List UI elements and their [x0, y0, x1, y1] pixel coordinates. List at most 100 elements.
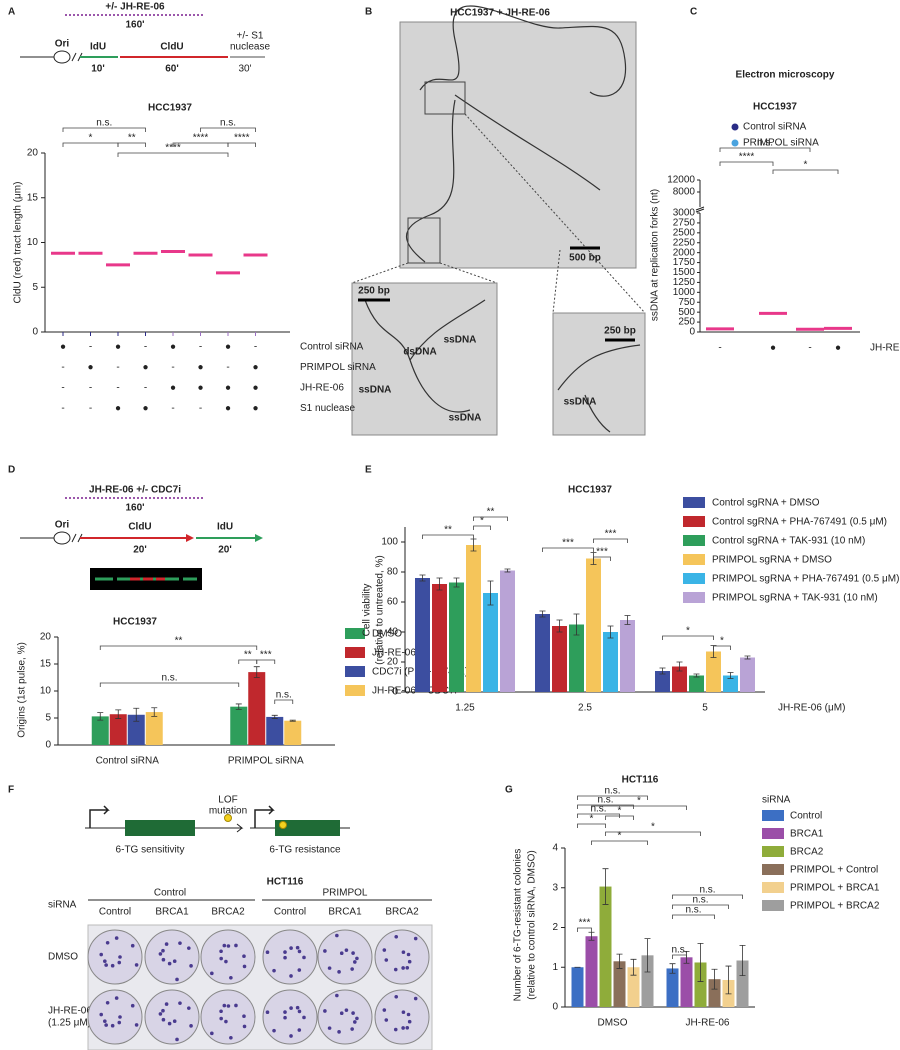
- condition-mark: ●: [170, 383, 176, 394]
- y-tick-label: 0: [45, 740, 51, 751]
- y-tick-label: 2250: [673, 237, 696, 248]
- colony: [265, 950, 270, 955]
- colony: [401, 1010, 406, 1015]
- error-bar: [693, 673, 700, 678]
- colony: [234, 1003, 238, 1008]
- error-bar: [616, 953, 623, 969]
- y-tick-label: 1250: [673, 277, 696, 288]
- error-bar: [602, 868, 609, 905]
- bar: [466, 545, 481, 692]
- schematic-label: IdU: [90, 42, 106, 53]
- legend-marker: [731, 123, 739, 131]
- panel-letter: F: [8, 785, 14, 796]
- panel-letter: A: [8, 7, 15, 18]
- bar: [483, 593, 498, 692]
- condition-mark: ●: [225, 342, 231, 353]
- colony: [224, 1019, 228, 1024]
- colony: [289, 1034, 293, 1038]
- error-bar: [676, 661, 683, 672]
- schematic-label: 6-TG sensitivity: [116, 845, 185, 856]
- colony: [187, 1006, 191, 1010]
- colony: [335, 993, 339, 998]
- colony: [323, 949, 327, 953]
- significance-label: n.s.: [220, 118, 236, 129]
- plates-column: Control: [274, 907, 306, 918]
- condition-mark: ●: [142, 403, 148, 414]
- bar: [655, 671, 670, 692]
- arrow-head: [186, 534, 194, 542]
- bar: [641, 955, 654, 1007]
- significance-label: n.s.: [96, 118, 112, 129]
- x-axis-label: JH-RE-06: [870, 343, 900, 354]
- legend-swatch: [762, 810, 784, 821]
- plate: [200, 929, 256, 985]
- bar: [230, 706, 248, 745]
- micrograph-main: [399, 21, 637, 269]
- y-tick-label: 100: [381, 537, 398, 548]
- colony: [283, 955, 287, 960]
- significance-label: *: [480, 516, 484, 527]
- colony: [413, 996, 418, 1001]
- legend-label: Control siRNA: [743, 122, 807, 133]
- transition-arrow: [210, 823, 244, 833]
- plates-group: PRIMPOL: [322, 888, 367, 899]
- gene: [125, 820, 195, 836]
- error-bar: [739, 944, 746, 976]
- mutation-marker: [224, 814, 232, 822]
- colony: [302, 1015, 306, 1020]
- colony: [265, 1010, 270, 1015]
- error-bar: [115, 709, 122, 719]
- significance-label: n.s.: [685, 905, 701, 916]
- significance-label: n.s.: [590, 804, 606, 815]
- significance-label: n.s.: [757, 138, 773, 149]
- colony: [289, 946, 293, 950]
- colony: [283, 950, 287, 954]
- error-bar: [271, 714, 278, 719]
- bar: [620, 620, 635, 692]
- bar: [145, 712, 163, 745]
- colony: [297, 1009, 302, 1014]
- error-bar: [97, 712, 104, 721]
- colony: [344, 948, 349, 952]
- colony: [158, 952, 163, 956]
- condition-mark: -: [199, 342, 202, 353]
- colony: [226, 944, 231, 948]
- scale-label: 250 bp: [358, 286, 390, 297]
- plate: [374, 929, 430, 985]
- error-bar: [487, 580, 494, 606]
- significance-bracket: [713, 645, 731, 650]
- bar: [248, 672, 266, 745]
- significance-bracket: [577, 795, 648, 800]
- error-bar: [711, 968, 718, 990]
- x-tick-label: -: [808, 343, 811, 354]
- colony: [161, 948, 165, 953]
- schematic-label: 6-TG resistance: [269, 845, 341, 856]
- schematic-label: 30': [238, 64, 251, 75]
- origin: [53, 531, 71, 545]
- legend-label: Control sgRNA + PHA-767491 (0.5 μM): [712, 517, 887, 528]
- condition-mark: -: [89, 342, 92, 353]
- plate: [262, 989, 318, 1045]
- colony: [178, 1001, 182, 1005]
- schematic-label: Ori: [55, 39, 70, 50]
- significance-bracket: [593, 538, 628, 543]
- chart-title: HCC1937: [148, 103, 192, 114]
- colony: [353, 960, 357, 964]
- chart-title: HCT116: [622, 775, 659, 786]
- colony: [210, 1031, 214, 1036]
- condition-mark: -: [116, 362, 119, 373]
- schematic-label: LOF: [218, 795, 237, 806]
- y-tick-label: 8000: [673, 187, 696, 198]
- condition-label: JH-RE-06: [300, 383, 344, 394]
- colony: [283, 1010, 287, 1014]
- y-tick-label: 0: [552, 1002, 558, 1013]
- condition-mark: -: [171, 362, 174, 373]
- significance-label: n.s.: [699, 885, 715, 896]
- legend-label: JH-RE-06: [372, 648, 416, 659]
- colony: [104, 1023, 108, 1027]
- schematic-label: 20': [218, 545, 232, 556]
- significance-bracket: [274, 699, 294, 704]
- bar: [91, 716, 109, 745]
- colony: [272, 968, 276, 973]
- colony: [103, 1019, 107, 1023]
